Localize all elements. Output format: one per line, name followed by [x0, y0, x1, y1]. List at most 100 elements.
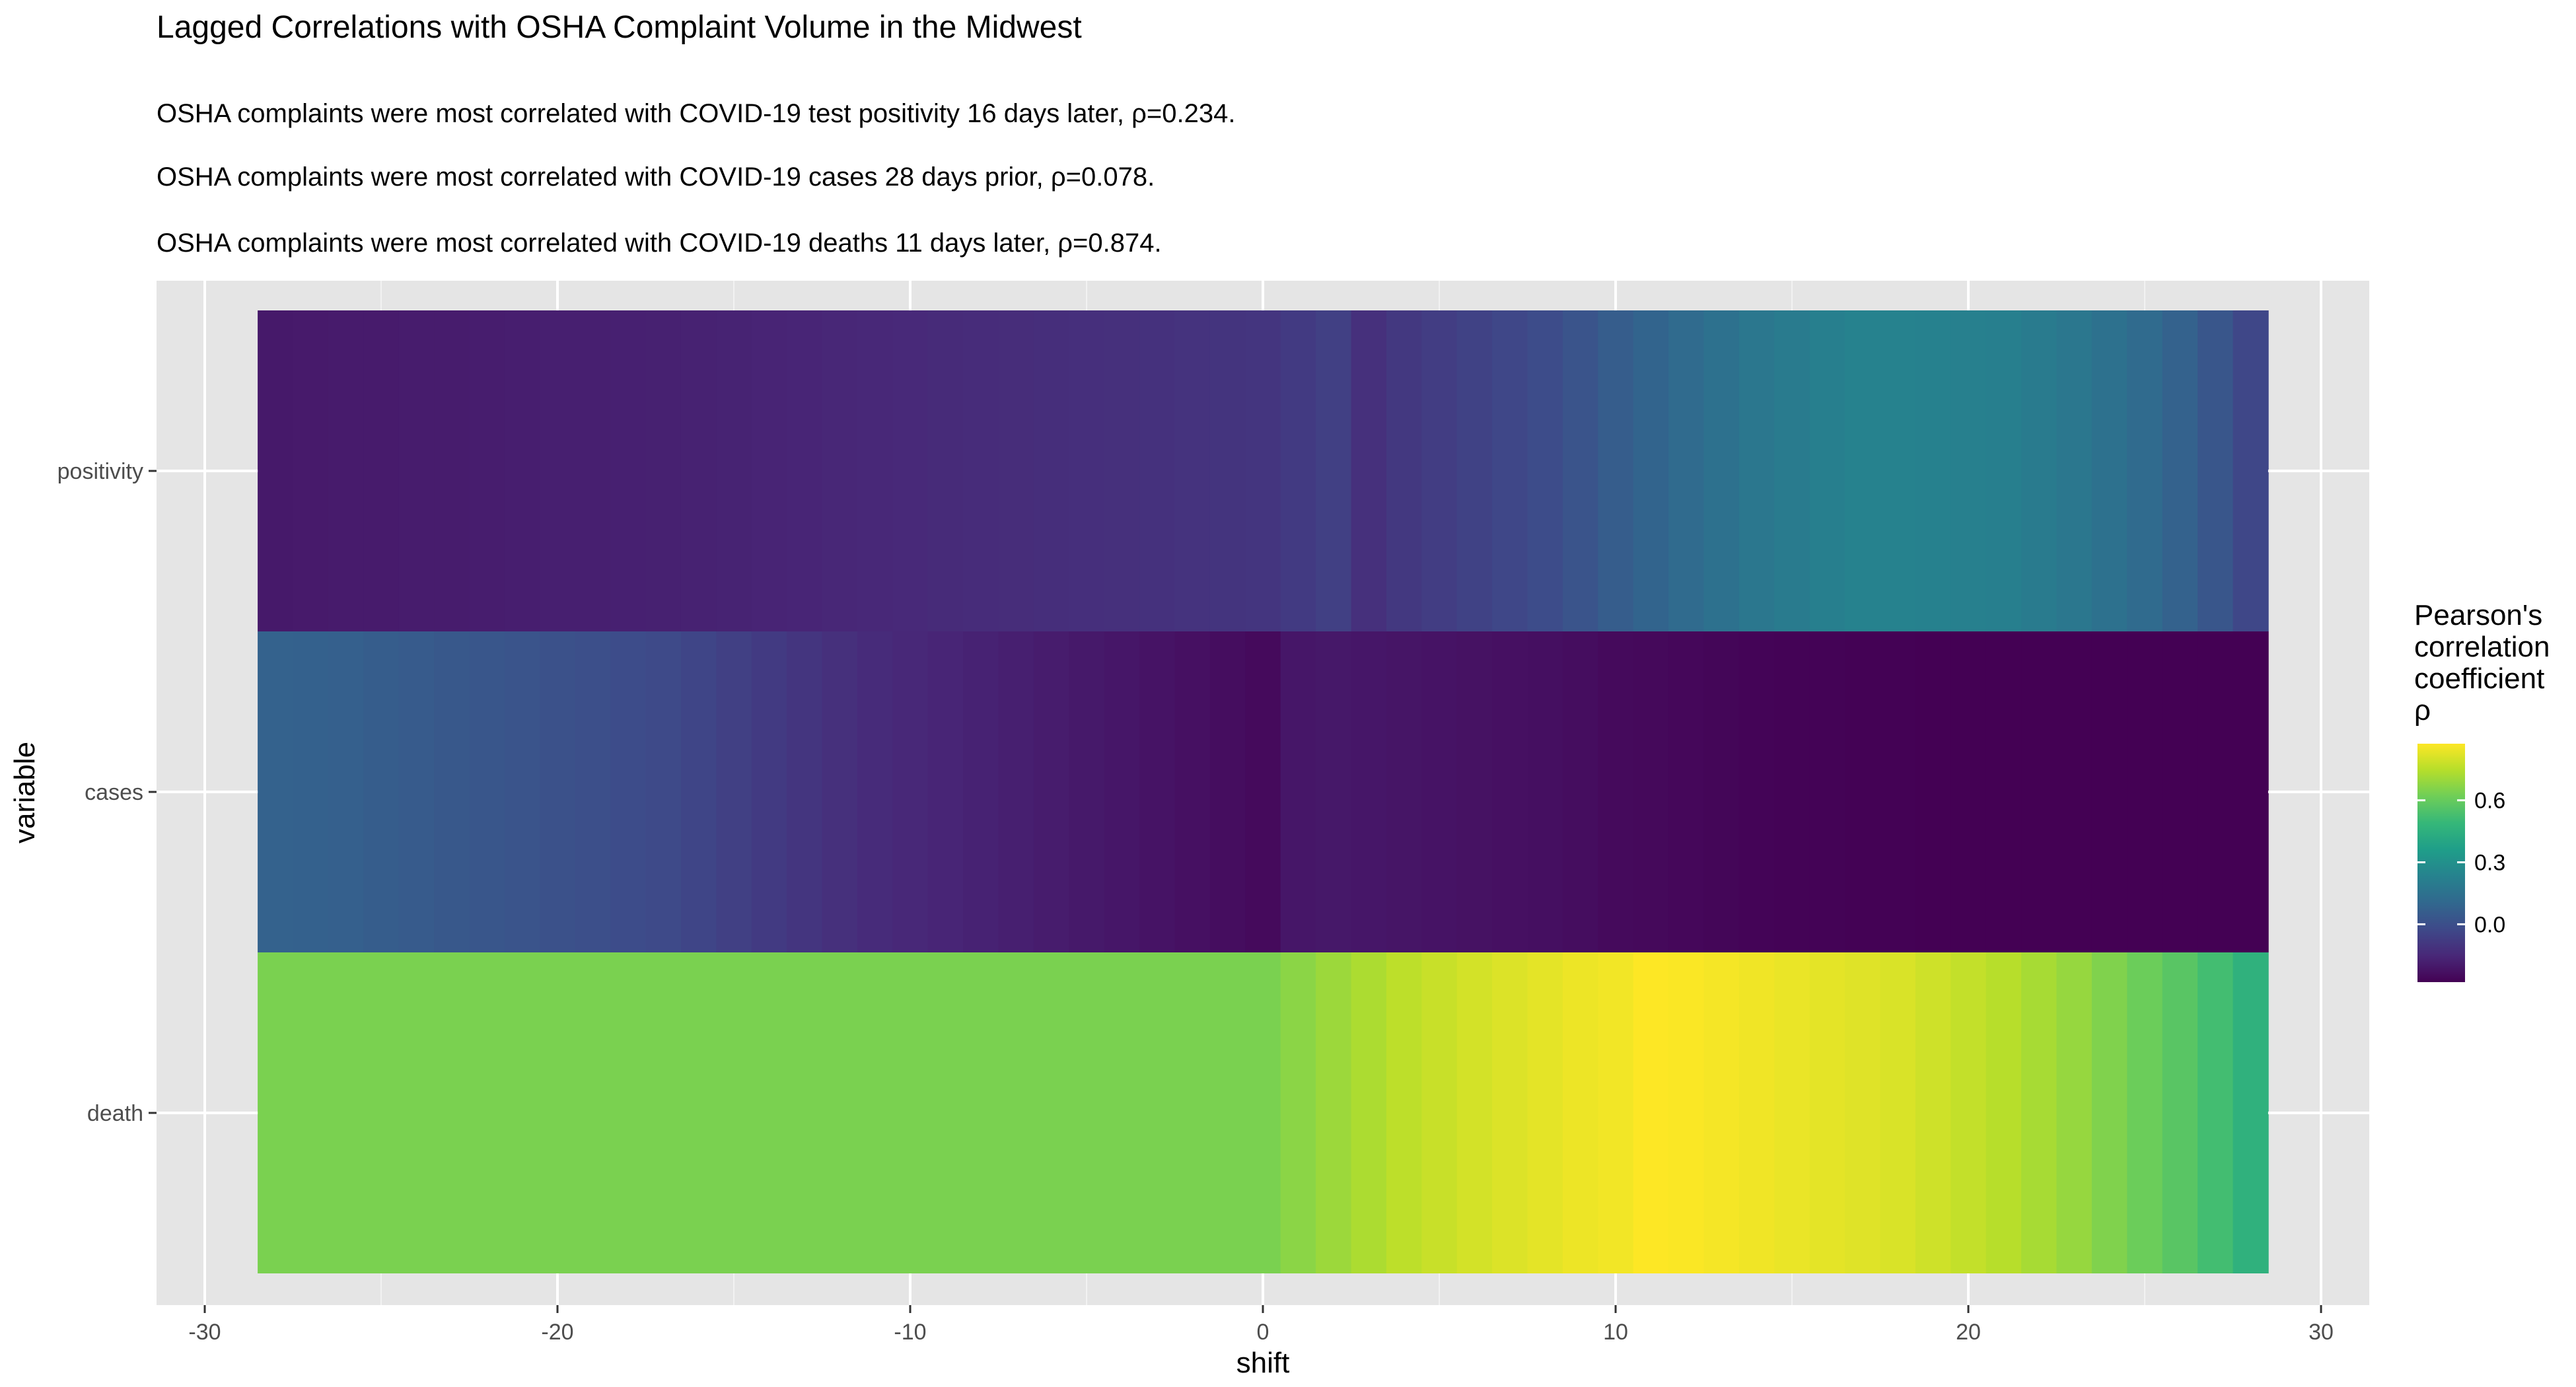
- heatmap-cell: [1562, 631, 1599, 952]
- heatmap-cell: [1562, 952, 1599, 1273]
- heatmap-cell: [1456, 952, 1493, 1273]
- heatmap-cell: [398, 310, 435, 631]
- heatmap-cell: [1527, 310, 1563, 631]
- heatmap-cell: [1245, 310, 1281, 631]
- heatmap-cell: [1633, 631, 1669, 952]
- heatmap-cell: [504, 952, 541, 1273]
- heatmap-cell: [258, 952, 294, 1273]
- heatmap-cell: [1703, 310, 1740, 631]
- heatmap-cell: [1809, 310, 1845, 631]
- heatmap-cell: [998, 952, 1034, 1273]
- heatmap-cell: [1527, 952, 1563, 1273]
- heatmap-cell: [1351, 310, 1387, 631]
- heatmap-cell: [1421, 631, 1458, 952]
- heatmap-cell: [1633, 310, 1669, 631]
- heatmap-cell: [1280, 952, 1316, 1273]
- heatmap-cell: [963, 952, 999, 1273]
- x-tick-label: 10: [1603, 1320, 1628, 1345]
- heatmap-cell: [2127, 952, 2163, 1273]
- heatmap-cell: [1738, 310, 1775, 631]
- heatmap-cell: [1139, 952, 1176, 1273]
- x-tick-label: -30: [188, 1320, 221, 1345]
- heatmap-cell: [2021, 631, 2057, 952]
- heatmap-cell: [363, 952, 400, 1273]
- heatmap-cell: [1986, 310, 2022, 631]
- heatmap-cell: [540, 310, 576, 631]
- heatmap-cell: [504, 631, 541, 952]
- heatmap-cell: [1316, 952, 1352, 1273]
- heatmap-cell: [610, 310, 647, 631]
- heatmap-cell: [787, 952, 823, 1273]
- heatmap-cell: [857, 631, 894, 952]
- heatmap-cell: [610, 952, 647, 1273]
- heatmap-cell: [716, 952, 752, 1273]
- heatmap-cell: [1845, 310, 1881, 631]
- heatmap-cell: [787, 310, 823, 631]
- heatmap-cell: [328, 631, 365, 952]
- heatmap-cell: [1598, 952, 1634, 1273]
- heatmap-cell: [751, 631, 787, 952]
- heatmap-cell: [1104, 310, 1140, 631]
- heatmap-cell: [1668, 631, 1705, 952]
- heatmap-cell: [293, 310, 329, 631]
- heatmap-cell: [540, 631, 576, 952]
- heatmap-cell: [2091, 631, 2128, 952]
- heatmap-cell: [716, 631, 752, 952]
- x-tick-label: -10: [894, 1320, 926, 1345]
- heatmap-cell: [1915, 952, 1952, 1273]
- y-axis: positivity cases death: [57, 459, 157, 1126]
- heatmap-cell: [1386, 952, 1423, 1273]
- heatmap-cell: [575, 631, 611, 952]
- legend-title-line: Pearson's: [2414, 599, 2543, 631]
- heatmap-cell: [1880, 952, 1916, 1273]
- heatmap-cell: [2198, 631, 2234, 952]
- color-legend: 0.0 0.3 0.6: [2417, 744, 2505, 982]
- heatmap-cell: [2056, 631, 2093, 952]
- heatmap-cell: [504, 310, 541, 631]
- heatmap-cell: [1209, 631, 1246, 952]
- y-tick-label: positivity: [57, 459, 143, 484]
- heatmap-cell: [2127, 631, 2163, 952]
- heatmap-cell: [1421, 310, 1458, 631]
- heatmap-cell: [1174, 952, 1211, 1273]
- heatmap-cell: [2233, 310, 2269, 631]
- heatmap-cell: [2233, 631, 2269, 952]
- heatmap-cell: [1386, 310, 1423, 631]
- heatmap-cell: [645, 631, 682, 952]
- heatmap-cell: [1774, 310, 1810, 631]
- heatmap-cell: [680, 310, 717, 631]
- heatmap-cell: [1104, 952, 1140, 1273]
- heatmap-cell: [1915, 631, 1952, 952]
- heatmap-tiles: [258, 310, 2269, 1273]
- heatmap-cell: [1069, 952, 1105, 1273]
- heatmap-cell: [1492, 631, 1528, 952]
- y-tick-label: death: [87, 1101, 143, 1126]
- heatmap-cell: [1139, 631, 1176, 952]
- heatmap-cell: [1880, 631, 1916, 952]
- heatmap-cell: [892, 952, 929, 1273]
- heatmap-cell: [2198, 952, 2234, 1273]
- heatmap-cell: [1351, 952, 1387, 1273]
- heatmap-cell: [1668, 310, 1705, 631]
- chart-title: Lagged Correlations with OSHA Complaint …: [157, 10, 1082, 45]
- heatmap-cell: [2056, 310, 2093, 631]
- heatmap-cell: [469, 952, 505, 1273]
- x-axis: -30 -20 -10 0 10 20 30: [188, 1305, 2334, 1345]
- heatmap-cell: [363, 310, 400, 631]
- heatmap-cell: [680, 631, 717, 952]
- heatmap-cell: [1633, 952, 1669, 1273]
- heatmap-cell: [1351, 631, 1387, 952]
- heatmap-cell: [998, 631, 1034, 952]
- chart-subtitle-death: OSHA complaints were most correlated wit…: [157, 229, 1162, 258]
- heatmap-cell: [1033, 952, 1070, 1273]
- heatmap-cell: [998, 310, 1034, 631]
- heatmap-cell: [575, 952, 611, 1273]
- heatmap-cell: [1845, 952, 1881, 1273]
- heatmap-cell: [1069, 631, 1105, 952]
- heatmap-cell: [469, 631, 505, 952]
- heatmap-cell: [2056, 952, 2093, 1273]
- heatmap-cell: [1174, 631, 1211, 952]
- legend-tick-label: 0.3: [2474, 851, 2505, 876]
- x-tick-label: -20: [541, 1320, 573, 1345]
